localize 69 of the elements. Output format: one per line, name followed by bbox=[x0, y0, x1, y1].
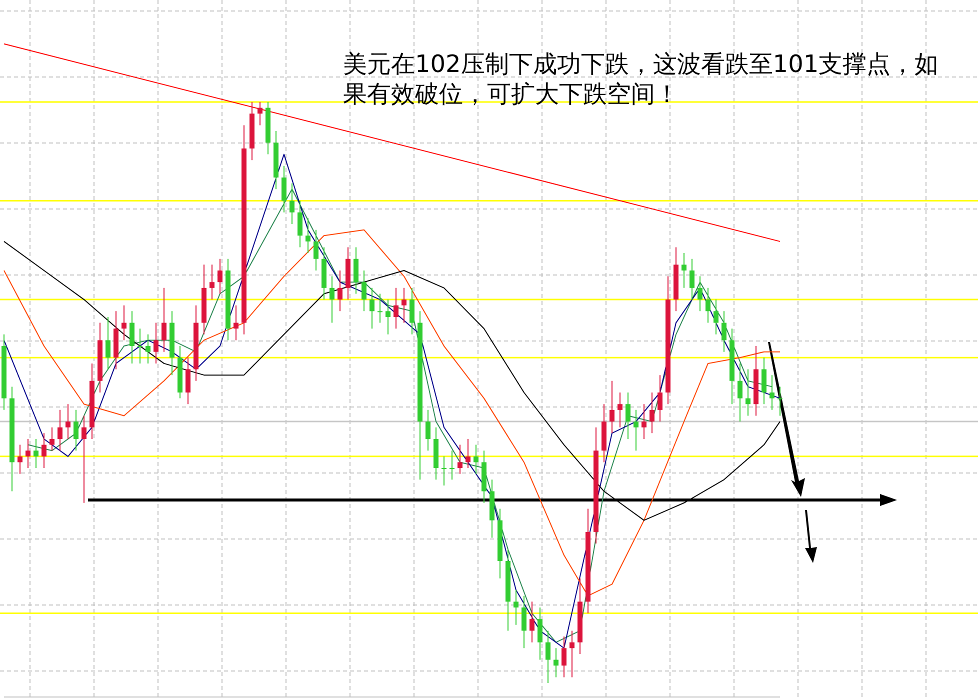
candlestick bbox=[642, 404, 646, 440]
candlestick bbox=[234, 304, 238, 341]
candlestick bbox=[722, 310, 726, 352]
candlestick bbox=[570, 630, 574, 678]
candlestick bbox=[762, 357, 766, 405]
annotation: 美元在102压制下成功下跌，这波看跌至101支撑点，如果有效破位，可扩大下跌空间！ bbox=[343, 50, 939, 108]
candlestick bbox=[354, 246, 358, 294]
candlestick bbox=[538, 606, 542, 660]
candlestick bbox=[610, 380, 614, 434]
candlestick bbox=[34, 438, 38, 469]
candlestick bbox=[66, 404, 70, 440]
candlestick bbox=[82, 415, 86, 504]
candlestick bbox=[106, 316, 110, 370]
candlestick bbox=[338, 270, 342, 312]
candlestick bbox=[690, 258, 694, 300]
candlestick bbox=[530, 601, 534, 643]
candlestick bbox=[442, 456, 446, 486]
candlestick bbox=[458, 444, 462, 474]
candlestick bbox=[466, 438, 470, 469]
candlestick bbox=[186, 357, 190, 405]
candlestick bbox=[650, 392, 654, 434]
candlestick bbox=[714, 299, 718, 335]
candlestick bbox=[314, 229, 318, 271]
candlestick bbox=[258, 102, 262, 126]
candlestick bbox=[554, 648, 558, 678]
candlestick bbox=[362, 270, 366, 312]
candlestick bbox=[138, 328, 142, 364]
candlestick bbox=[58, 409, 62, 452]
candlestick bbox=[370, 287, 374, 330]
candlestick bbox=[330, 276, 334, 324]
candlestick bbox=[522, 595, 526, 649]
candlestick bbox=[26, 438, 30, 469]
candlestick bbox=[306, 218, 310, 254]
candlestick bbox=[474, 444, 478, 474]
candlestick bbox=[426, 409, 430, 452]
candlestick bbox=[394, 287, 398, 330]
candlestick bbox=[74, 409, 78, 452]
candlestick bbox=[146, 334, 150, 364]
candlestick bbox=[154, 322, 158, 364]
candlestick bbox=[410, 287, 414, 335]
candlestick bbox=[618, 392, 622, 428]
candlestick bbox=[42, 432, 46, 469]
candlestick bbox=[514, 590, 518, 626]
candlestick bbox=[546, 630, 550, 684]
candlestick bbox=[770, 374, 774, 410]
candlestick bbox=[122, 304, 126, 341]
candlestick bbox=[402, 287, 406, 324]
candlestick bbox=[450, 450, 454, 480]
candlestick bbox=[18, 444, 22, 474]
candlestick bbox=[634, 409, 638, 452]
candlestick bbox=[298, 200, 302, 248]
candlestick bbox=[562, 636, 566, 678]
candlestick bbox=[386, 299, 390, 335]
candlestick bbox=[706, 287, 710, 324]
candlestick bbox=[746, 368, 750, 416]
candlestick bbox=[130, 310, 134, 364]
candlestick bbox=[698, 276, 702, 312]
candlestick bbox=[738, 362, 742, 422]
candlestick bbox=[682, 252, 686, 288]
candlestick bbox=[378, 293, 382, 324]
candlestick bbox=[626, 392, 630, 440]
candlestick bbox=[778, 386, 782, 416]
candlestick bbox=[162, 287, 166, 352]
candlestick bbox=[290, 182, 294, 225]
candlestick bbox=[218, 258, 222, 294]
candlestick bbox=[50, 426, 54, 452]
candlestick bbox=[282, 165, 286, 213]
candlestick bbox=[658, 374, 662, 422]
candlestick bbox=[210, 264, 214, 300]
